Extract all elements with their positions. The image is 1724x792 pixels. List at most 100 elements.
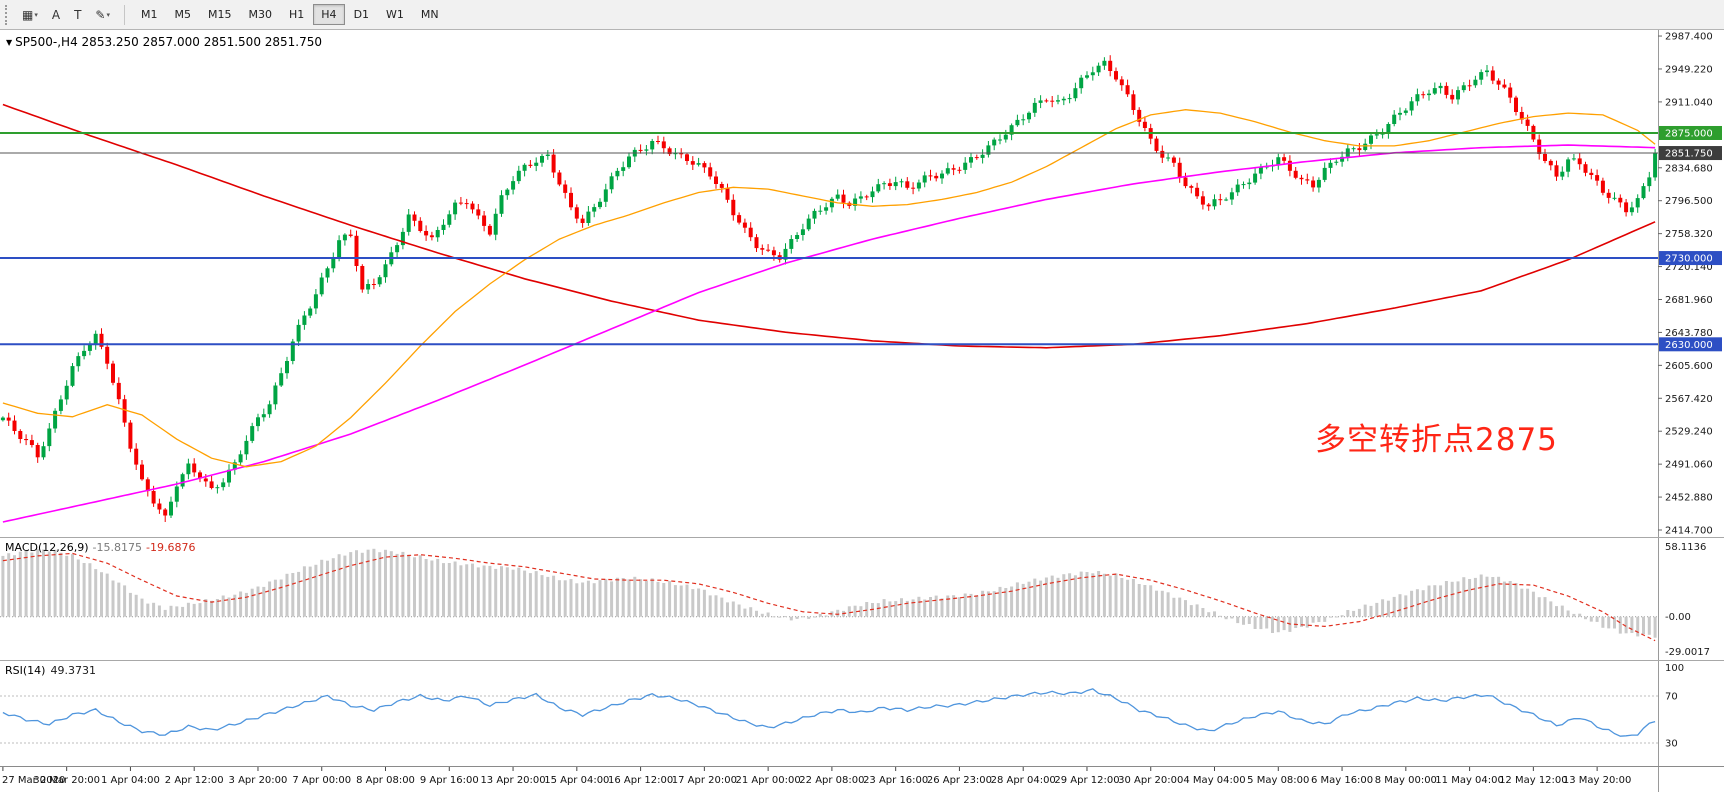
price-tick-label: 2796.500 [1665,196,1713,207]
price-marker-2875.000 [1659,125,1722,140]
price-chart-panel: 2987.400 2949.220 2911.040 2834.680 2796.500… [0,30,1724,537]
rsi-indicator-name: RSI(14) [5,664,46,677]
price-tick-label: 2758.320 [1665,229,1713,240]
chart-symbol-period: SP500-,H4 [15,35,78,49]
timeframe-button-H4[interactable]: H4 [313,4,345,25]
time-axis-label: 23 Apr 16:00 [863,775,928,786]
time-axis-label: 11 May 04:00 [1435,775,1504,786]
slow-ma-line [2,103,1656,349]
macd-panel: 58.1136 -0.00 -29.0017 MACD(12,26,9) -15.81… [0,537,1724,660]
macd-canvas[interactable]: 58.1136 -0.00 -29.0017 [0,538,1724,660]
time-axis-label: 17 Apr 20:00 [672,775,737,786]
rsi-axis-label: 30 [1665,739,1678,750]
time-axis-label: 13 Apr 20:00 [480,775,545,786]
time-axis-label: 12 May 12:00 [1499,775,1568,786]
timeframe-button-D1[interactable]: D1 [353,8,370,21]
dropdown-caret-icon[interactable]: ▾ [34,10,38,19]
price-tick-label: 2834.680 [1665,163,1713,174]
annotation-text: 多空转折点2875 [1315,422,1558,458]
time-axis-label: 1 Apr 04:00 [101,775,160,786]
time-axis-label: 21 Apr 00:00 [736,775,801,786]
rsi-line [2,688,1656,737]
time-axis-label: 8 May 00:00 [1375,775,1437,786]
toolbar: ▦ ▾ A T ✎ ▾ M1 M5 M15 M30 H1 H4 D1 W1 MN [0,0,1724,30]
price-tick-label: 2720.140 [1665,262,1713,273]
time-axis: 27 Mar 2020 30 Mar 20:00 1 Apr 04:00 2 Apr … [0,766,1724,792]
mid-ma-line [2,144,1656,523]
price-tick-label: 2491.060 [1665,460,1713,471]
time-axis-label: 30 Mar 20:00 [33,775,100,786]
price-tick-label: 2605.600 [1665,361,1713,372]
fast-ma-line [2,109,1656,468]
svg-text:2875.000: 2875.000 [1665,128,1713,139]
text-tool-icon: T [74,7,82,22]
macd-label: MACD(12,26,9) -15.8175 -19.6876 [5,541,195,554]
price-tick-label: 2452.880 [1665,493,1713,504]
macd-indicator-name: MACD(12,26,9) [5,541,89,554]
rsi-axis-label: 70 [1665,692,1678,703]
title-collapse-icon[interactable]: ▼ [6,38,13,47]
time-axis-label: 30 Apr 20:00 [1118,775,1183,786]
price-tick-label: 2567.420 [1665,394,1713,405]
time-axis-label: 9 Apr 16:00 [420,775,479,786]
time-axis-label: 16 Apr 12:00 [608,775,673,786]
chart-ohlc-values: 2853.250 2857.000 2851.500 2851.750 [81,35,323,49]
timeframe-button-M1[interactable]: M1 [141,8,158,21]
svg-text:2630.000: 2630.000 [1665,340,1713,351]
price-tick-label: 2643.780 [1665,328,1713,339]
macd-main-value: -15.8175 [92,541,143,554]
macd-axis-label: 58.1136 [1665,542,1706,553]
cursor-tool-button[interactable]: A [46,5,66,25]
rsi-axis-label: 100 [1665,663,1684,674]
time-axis-label: 6 May 16:00 [1311,775,1373,786]
price-tick-label: 2949.220 [1665,64,1713,75]
price-marker-2851.750 [1659,146,1722,161]
svg-text:2851.750: 2851.750 [1665,149,1713,160]
charts-grid-icon: ▦ [22,7,34,22]
price-marker-2630.000 [1659,337,1722,352]
rsi-label: RSI(14) 49.3731 [5,664,96,677]
price-marker-2730.000 [1659,251,1722,266]
timeframe-button-MN[interactable]: MN [420,8,439,21]
macd-signal-value: -19.6876 [146,541,196,554]
timeframe-buttons-group: M1 M5 M15 M30 H1 H4 D1 W1 MN [133,4,447,25]
rsi-canvas[interactable]: 100 70 30 [0,661,1724,766]
time-axis-label: 5 May 08:00 [1247,775,1309,786]
price-tick-label: 2911.040 [1665,97,1713,108]
time-axis-label: 22 Apr 08:00 [799,775,864,786]
draw-tool-button[interactable]: ✎ ▾ [89,5,116,25]
price-tick-label: 2681.960 [1665,295,1713,306]
macd-axis-label: -29.0017 [1665,647,1710,658]
time-axis-label: 27 Mar 2020 [2,775,65,786]
timeframe-button-M30[interactable]: M30 [248,8,273,21]
rsi-panel: 100 70 30 RSI(14) 49.3731 [0,660,1724,766]
time-axis-label: 28 Apr 04:00 [991,775,1056,786]
price-tick-label: 2987.400 [1665,32,1713,43]
dropdown-caret-icon[interactable]: ▾ [106,10,110,19]
price-chart-canvas[interactable]: 2987.400 2949.220 2911.040 2834.680 2796.500… [0,30,1724,537]
toolbar-drag-handle[interactable] [5,4,10,25]
time-axis-label: 8 Apr 08:00 [356,775,415,786]
tool-buttons-group: ▦ ▾ A T ✎ ▾ [16,5,116,25]
time-axis-label: 3 Apr 20:00 [229,775,288,786]
time-axis-label: 26 Apr 23:00 [927,775,992,786]
timeframe-button-M5[interactable]: M5 [174,8,192,21]
time-axis-label: 29 Apr 12:00 [1054,775,1119,786]
timeframe-button-M15[interactable]: M15 [208,8,232,21]
time-axis-label: 7 Apr 00:00 [292,775,351,786]
macd-axis-label: -0.00 [1665,612,1691,623]
chart-title: ▼ SP500-,H4 2853.250 2857.000 2851.500 28… [6,35,322,49]
time-axis-label: 15 Apr 04:00 [544,775,609,786]
timeframe-button-H1[interactable]: H1 [289,8,305,21]
time-axis-label: 2 Apr 12:00 [165,775,224,786]
draw-tool-icon: ✎ [95,7,106,22]
price-tick-label: 2414.700 [1665,526,1713,537]
text-tool-button[interactable]: T [68,5,87,25]
macd-signal-line [2,552,1656,642]
timeframe-button-W1[interactable]: W1 [386,8,404,21]
charts-grid-button[interactable]: ▦ ▾ [16,5,44,25]
macd-histogram [1,548,1657,638]
toolbar-separator [124,4,125,25]
